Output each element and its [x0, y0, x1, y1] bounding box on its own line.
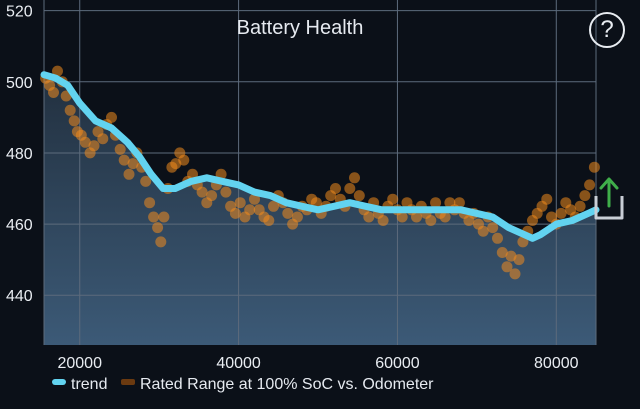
scatter-point: [48, 87, 59, 98]
legend-scatter-swatch: [121, 379, 135, 385]
scatter-point: [178, 154, 190, 166]
scatter-point: [396, 211, 408, 223]
scatter-point: [353, 190, 365, 202]
help-button[interactable]: ?: [589, 12, 625, 48]
scatter-point: [377, 215, 389, 226]
legend: trend Rated Range at 100% SoC vs. Odomet…: [52, 376, 434, 393]
scatter-point: [79, 136, 91, 148]
x-tick-label: 20000: [57, 355, 102, 372]
scatter-point: [579, 190, 591, 202]
share-export-icon: [594, 177, 624, 220]
scatter-point: [574, 200, 586, 212]
scatter-point: [411, 211, 422, 223]
scatter-point: [268, 200, 279, 212]
scatter-point: [344, 183, 356, 194]
y-tick-label: 500: [6, 75, 33, 92]
scatter-point: [106, 111, 117, 123]
scatter-point: [492, 232, 503, 244]
scatter-point: [144, 197, 156, 209]
scatter-point: [430, 197, 442, 209]
x-tick-label: 60000: [375, 355, 420, 372]
scatter-point: [229, 207, 241, 219]
scatter-point: [206, 190, 218, 202]
scatter-point: [291, 211, 303, 223]
scatter-point: [349, 172, 360, 184]
scatter-point: [249, 193, 260, 205]
scatter-point: [439, 211, 451, 223]
scatter-point: [127, 158, 139, 170]
scatter-point: [148, 211, 160, 223]
scatter-point: [387, 193, 399, 205]
x-tick-label: 80000: [534, 355, 579, 372]
scatter-point: [220, 186, 232, 198]
scatter-point: [588, 161, 600, 173]
chart-title: Battery Health: [237, 17, 364, 39]
legend-trend-swatch: [52, 379, 66, 385]
scatter-point: [501, 261, 513, 273]
scatter-point: [477, 225, 489, 237]
trend-line: [40, 71, 600, 242]
scatter-point: [234, 197, 246, 209]
scatter-point: [158, 211, 170, 223]
scatter-point: [123, 168, 135, 180]
share-button[interactable]: [592, 176, 626, 222]
y-tick-label: 520: [6, 4, 33, 21]
scatter-point: [487, 222, 499, 234]
scatter-point: [244, 204, 256, 216]
y-tick-label: 480: [6, 146, 33, 163]
y-tick-label: 440: [6, 288, 33, 305]
legend-scatter-label: Rated Range at 100% SoC vs. Odometer: [140, 376, 434, 393]
scatter-point: [282, 207, 294, 219]
x-tick-label: 40000: [216, 355, 261, 372]
scatter-point: [425, 215, 437, 226]
scatter-point: [140, 175, 152, 187]
scatter-point: [513, 254, 525, 266]
scatter-point: [541, 193, 553, 205]
axis-tick-labels: 20000 40000 60000 80000 440 460 480 500 520: [6, 4, 579, 372]
scatter-point: [363, 211, 375, 223]
legend-trend-label: trend: [71, 376, 107, 393]
scatter-point: [155, 236, 167, 248]
scatter-point: [555, 207, 567, 219]
scatter-point: [68, 115, 80, 127]
scatter-point: [97, 133, 109, 145]
scatter-point: [118, 154, 130, 166]
scatter-point: [330, 183, 341, 194]
scatter-point: [584, 179, 596, 191]
scatter-point: [509, 268, 521, 280]
scatter-point: [64, 104, 76, 116]
scatter-point: [152, 222, 164, 234]
question-mark-circle-icon: ?: [600, 16, 614, 43]
y-tick-label: 460: [6, 217, 33, 234]
scatter-point: [52, 65, 63, 77]
scatter-point: [88, 140, 100, 152]
scatter-point: [496, 247, 508, 258]
scatter-point: [263, 215, 275, 226]
scatter-point: [453, 197, 465, 209]
scatter-point: [196, 186, 208, 198]
scatter-point: [114, 143, 126, 155]
scatter-point: [517, 236, 529, 248]
